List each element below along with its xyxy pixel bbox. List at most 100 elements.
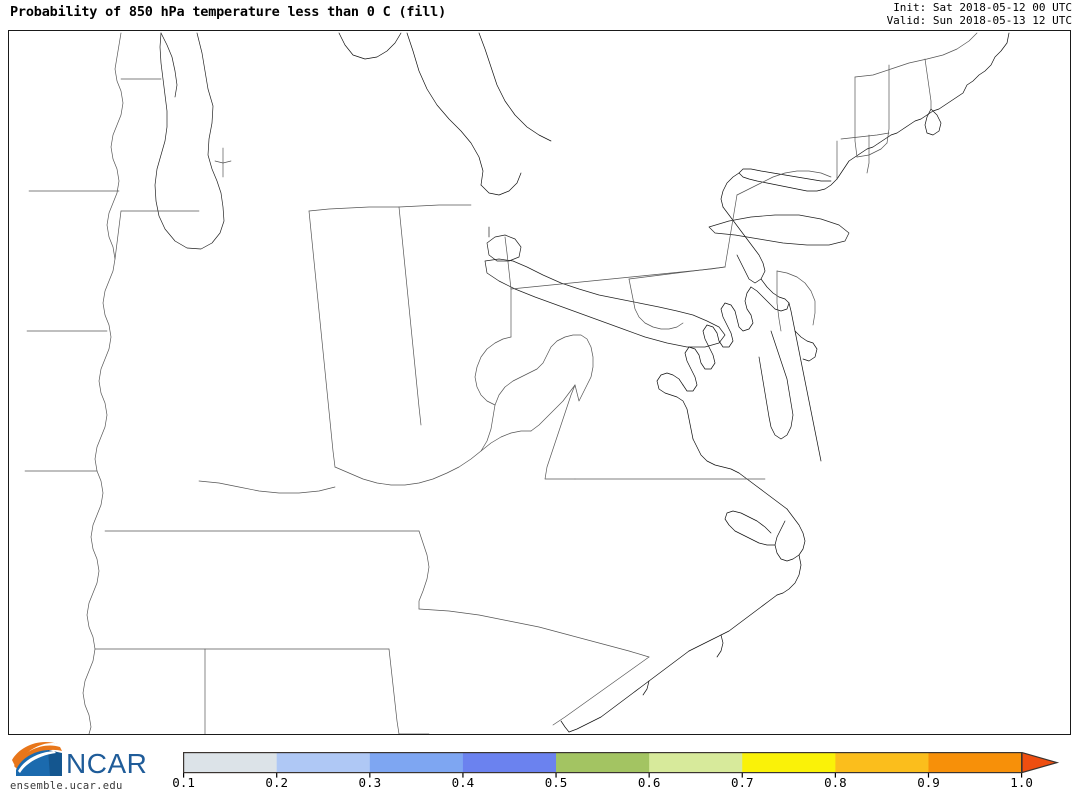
colorbar-extend-arrow [1021, 752, 1057, 773]
cape-fear [716, 634, 724, 658]
indiana-michigan-border [308, 206, 400, 212]
delmarva-coast [794, 330, 818, 362]
indiana-ohio-border [398, 206, 422, 426]
lake-michigan [154, 32, 225, 250]
colorbar-tick-label: 0.1 [172, 775, 195, 790]
maryland-pa-border [628, 266, 726, 280]
lake-erie [484, 258, 726, 348]
ncar-logo-white-stripe [18, 751, 56, 773]
lake-huron-east [478, 32, 552, 142]
colorbar-tick-label: 0.4 [451, 775, 475, 790]
colorbar-graphic [183, 752, 1060, 778]
colorbar-band [462, 752, 557, 773]
illinois-kentucky-border [198, 480, 336, 494]
long-island [738, 168, 838, 192]
lake-st-clair [486, 234, 522, 262]
kentucky-virginia-border [530, 384, 576, 432]
ma-ct-border [840, 132, 890, 140]
ncar-logo-blue-wedge [48, 750, 62, 776]
virginia-coast [692, 438, 788, 510]
colorbar-band [835, 752, 929, 773]
pennsylvania-ny-border [510, 266, 726, 290]
illinois-west-border [114, 210, 122, 260]
init-time-label: Init: Sat 2018-05-12 00 UTC [893, 1, 1072, 14]
new-york-harbor [720, 172, 740, 208]
thumb-michigan [480, 172, 522, 196]
south-carolina-coast [568, 650, 690, 733]
pennsylvania-east-border [724, 194, 738, 268]
massachusetts-coast [836, 142, 880, 180]
ny-adirondack-border [856, 142, 888, 158]
chesapeake-bay-west [682, 286, 754, 392]
virginia-west-border [544, 384, 576, 480]
map-panel[interactable] [8, 30, 1071, 735]
lake-michigan-green-bay [160, 32, 178, 98]
ncar-wordmark: NCAR [66, 748, 147, 779]
colorbar-tick-label: 0.8 [824, 775, 847, 790]
forecast-metadata: Init: Sat 2018-05-12 00 UTC Valid: Sun 2… [887, 1, 1072, 27]
chesapeake-bay-east [788, 302, 822, 462]
chesapeake-bay-channel [758, 330, 794, 440]
vermont-nh-border [886, 64, 890, 144]
colorbar-band [276, 752, 371, 773]
nh-maine-border [924, 58, 932, 110]
lake-huron-west [406, 32, 484, 186]
ncar-logo[interactable]: NCAR ensemble.ucar.edu [6, 740, 176, 796]
colorbar-tick-label: 0.5 [544, 775, 568, 790]
ohio-michigan-border [398, 204, 472, 208]
colorbar[interactable]: 0.1 0.2 0.3 0.4 0.5 0.6 0.7 0.8 0.9 1.0 [172, 752, 1061, 796]
colorbar-band [928, 752, 1022, 773]
ny-vermont-border [854, 76, 858, 158]
cape-cod [924, 108, 942, 136]
maryland-delaware-line [776, 270, 816, 326]
colorbar-band [556, 752, 650, 773]
ohio-river [334, 430, 532, 486]
plot-footer: NCAR ensemble.ucar.edu 0.1 0.2 0.3 0.4 0.5 0.… [0, 738, 1080, 800]
colorbar-tick-label: 0.3 [358, 775, 382, 790]
colorbar-tick-label: 1.0 [1010, 775, 1033, 790]
illinois-indiana-border [308, 210, 336, 468]
potomac-river [656, 372, 694, 440]
cape-hatteras [776, 554, 802, 596]
ncar-url-label: ensemble.ucar.edu [10, 780, 123, 792]
colorbar-tick-label: 0.6 [637, 775, 661, 790]
colorbar-tick-label: 0.7 [730, 775, 754, 790]
ny-pa-west-border [504, 236, 512, 290]
outer-banks [774, 508, 806, 562]
lake-ontario [708, 214, 850, 246]
ncar-logo-orange-arc [12, 741, 58, 768]
colorbar-tick-label: 0.9 [917, 775, 940, 790]
colorbar-ticks [183, 772, 1023, 778]
nc-sc-border [418, 608, 650, 658]
west-virginia-border [480, 334, 594, 452]
colorbar-band [649, 752, 743, 773]
new-york-north-border [736, 170, 832, 196]
delaware-border [776, 270, 782, 332]
maine-coast [878, 32, 1010, 144]
upper-michigan-coast [338, 32, 402, 60]
colorbar-tick-labels: 0.1 0.2 0.3 0.4 0.5 0.6 0.7 0.8 0.9 1.0 [172, 775, 1061, 795]
colorbar-bands [183, 752, 1057, 773]
colorbar-band [183, 752, 278, 773]
colorbar-extend-arrow-outline [1021, 752, 1060, 774]
colorbar-tick-label: 0.2 [265, 775, 288, 790]
mississippi-river [82, 32, 124, 734]
nc-tennessee-border [418, 530, 430, 610]
georgia-coast [560, 720, 570, 733]
page-title: Probability of 850 hPa temperature less … [10, 4, 447, 20]
ga-alabama-border [388, 648, 400, 734]
valid-time-label: Valid: Sun 2018-05-13 12 UTC [886, 14, 1072, 27]
map-graphic [24, 32, 1010, 734]
charleston-harbor [642, 680, 650, 696]
pamlico-sound [724, 510, 776, 546]
north-carolina-coast [688, 594, 778, 652]
colorbar-band [369, 752, 464, 773]
plot-header: Probability of 850 hPa temperature less … [0, 0, 1080, 28]
ncar-logo-graphic: NCAR [12, 741, 147, 779]
new-jersey-coast [722, 206, 766, 284]
delaware-bay [750, 278, 790, 312]
maryland-virginia-border [628, 278, 684, 330]
colorbar-band [742, 752, 836, 773]
canada-border-ny [854, 32, 978, 78]
ct-ri-border [866, 134, 870, 174]
